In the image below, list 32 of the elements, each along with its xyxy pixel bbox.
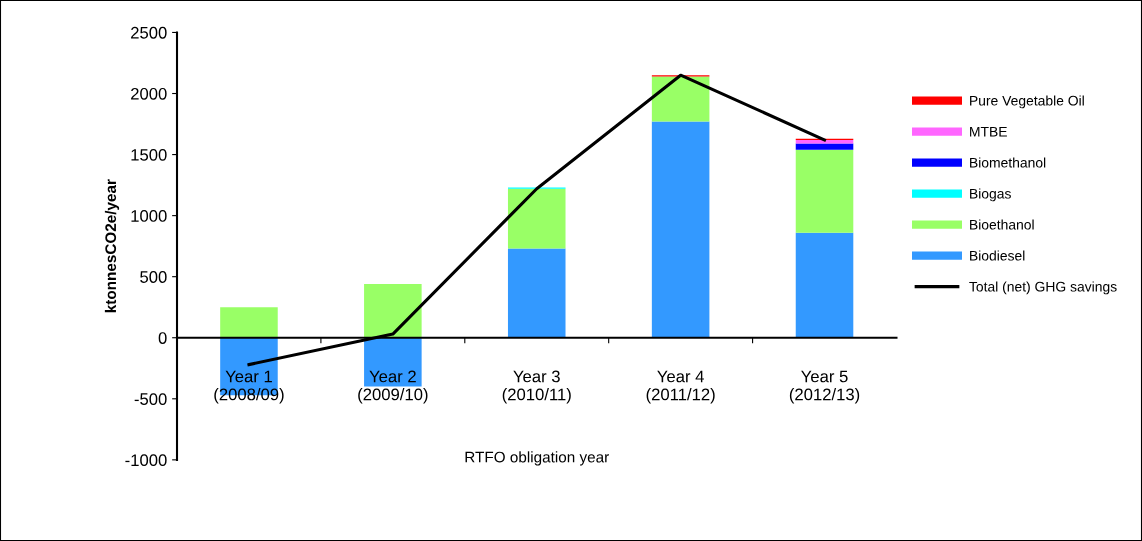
legend-label: Biodiesel <box>970 250 1025 261</box>
x-tick-label: Year 3 (2010/11) <box>502 370 571 404</box>
bar <box>795 149 854 233</box>
y-tick-label: 500 <box>140 271 167 283</box>
legend-label: Bioethanol <box>970 219 1034 230</box>
y-tick-label: -500 <box>134 393 167 405</box>
legend-label: Biomethanol <box>970 157 1046 168</box>
legend-label: Pure Vegetable Oil <box>970 95 1084 109</box>
legend-label: Biogas <box>970 188 1011 202</box>
x-axis-title: RTFO obligation year <box>465 451 609 466</box>
bar <box>651 121 710 338</box>
bar <box>364 337 422 387</box>
bar <box>364 284 422 338</box>
y-tick-label: 2500 <box>131 26 167 39</box>
y-tick-label: 1000 <box>131 210 167 222</box>
bar <box>507 188 566 249</box>
legend-label: Total (net) GHG savings <box>969 281 1117 295</box>
y-tick-label: 2000 <box>131 87 167 100</box>
bar <box>507 248 566 338</box>
bar <box>795 232 854 338</box>
x-tick-label: Year 2 (2009/10) <box>358 370 428 404</box>
x-tick-label: Year 4 (2011/12) <box>646 370 715 404</box>
x-tick-label: Year 5 (2012/13) <box>789 370 860 404</box>
bar <box>220 307 278 338</box>
y-tick-label: -1000 <box>125 454 167 467</box>
y-tick-label: 0 <box>158 332 167 344</box>
y-tick-label: 1500 <box>131 148 167 161</box>
bar <box>795 143 854 150</box>
bar <box>795 139 854 144</box>
bar <box>651 76 710 122</box>
y-axis-title: ktonnesCO2e/year <box>104 179 120 313</box>
legend-label: MTBE <box>970 126 1007 137</box>
